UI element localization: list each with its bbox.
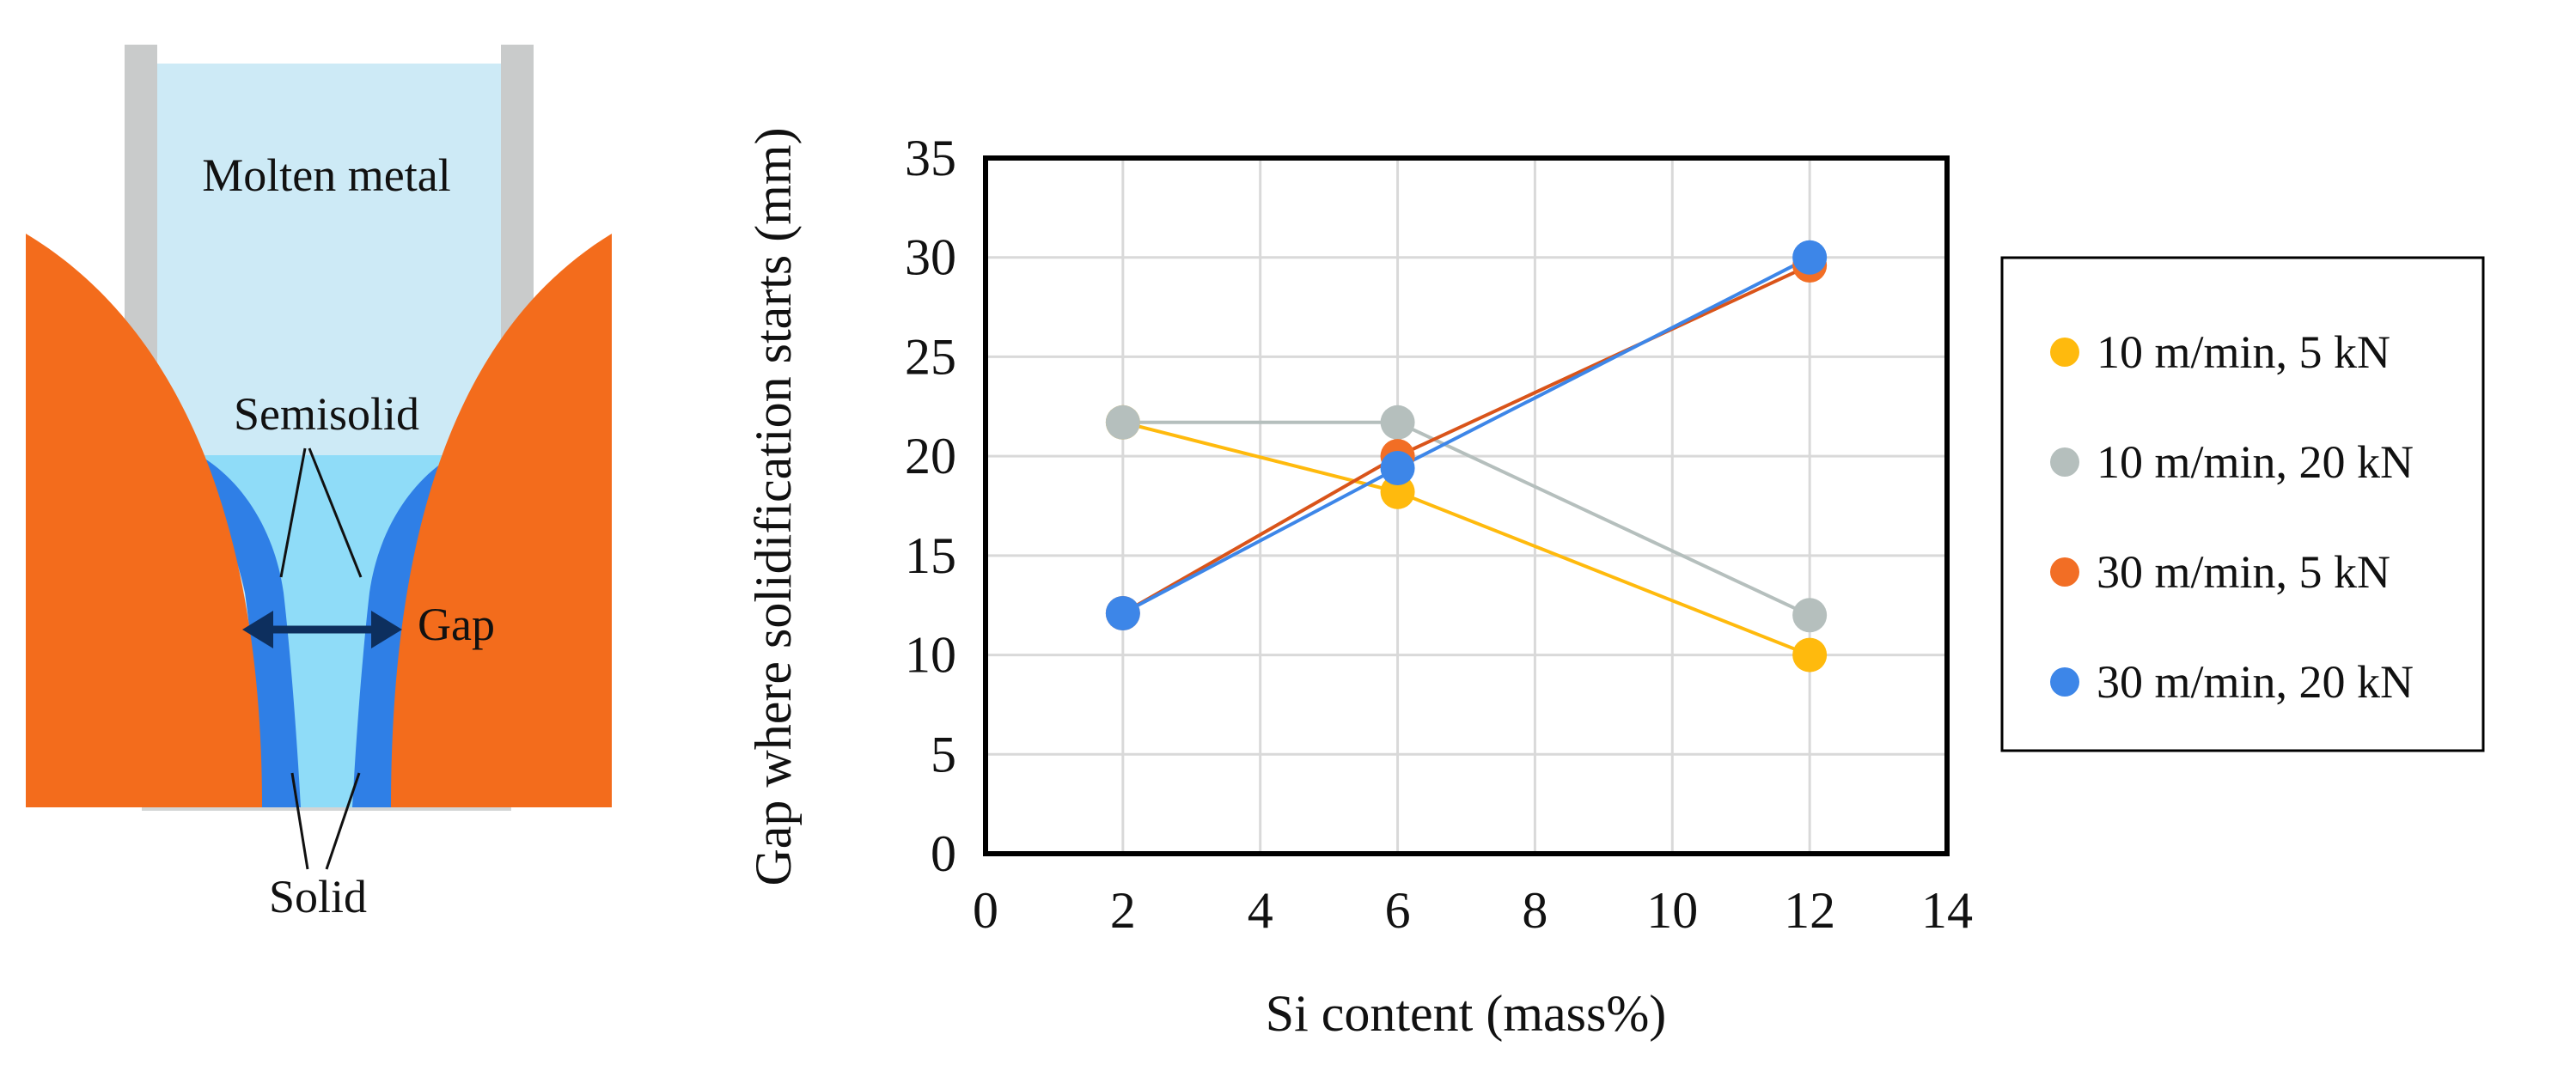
legend-label-4: 30 m/min, 20 kN [2097,656,2414,708]
legend-marker-1 [2050,338,2079,367]
gap-arrow-head-right [371,611,402,648]
series-1-point [1380,474,1415,509]
chart: 0 2 4 6 8 10 12 14 0 5 10 15 20 25 30 35 Si content (m… [745,127,2485,1042]
x-tick-label: 0 [973,882,998,939]
semisolid-pointer-right [308,447,363,578]
y-tick-label: 0 [931,825,956,882]
roll-left [26,234,262,807]
y-tick-label: 30 [905,229,956,286]
x-tick-labels: 0 2 4 6 8 10 12 14 [973,882,1973,939]
solid-pointer-left [290,772,309,870]
series-2-point [1792,598,1828,633]
x-tick-label: 4 [1248,882,1273,939]
x-tick-label: 6 [1385,882,1411,939]
series-4-point [1792,240,1828,275]
legend-label-3: 30 m/min, 5 kN [2097,546,2390,598]
solid-shell-right [352,455,468,807]
series-2-point [1105,405,1140,440]
y-tick-label: 5 [931,726,956,782]
legend-marker-4 [2050,667,2079,697]
x-axis-label: Si content (mass%) [1266,985,1667,1042]
y-tick-label: 35 [905,130,956,186]
series-line-3 [1121,264,1810,615]
y-tick-label: 10 [905,627,956,684]
x-tick-label: 10 [1646,882,1698,939]
legend-label-2: 10 m/min, 20 kN [2097,436,2414,488]
y-tick-labels: 0 5 10 15 20 25 30 35 [905,130,956,882]
series-1-point [1792,637,1828,672]
series-2-point [1380,405,1415,440]
series-4-point [1105,595,1140,630]
y-axis-label: Gap where solidification starts (mm) [745,127,802,885]
solid-shell-left [185,455,301,807]
solid-label: Solid [269,871,367,922]
y-tick-label: 15 [905,527,956,584]
plot-area-border [983,155,1950,856]
legend-marker-2 [2050,447,2079,477]
legend: 10 m/min, 5 kN 10 m/min, 20 kN 30 m/min, 5… [2050,326,2414,708]
semisolid-label: Semisolid [234,388,419,440]
x-tick-label: 12 [1784,882,1835,939]
semisolid-pointer-left [279,447,307,578]
x-tick-label: 2 [1110,882,1136,939]
legend-label-1: 10 m/min, 5 kN [2097,326,2390,378]
gap-label: Gap [418,599,495,650]
y-tick-label: 25 [905,328,956,385]
legend-box [2000,256,2485,752]
casting-diagram: Molten metal Semisolid Gap Solid [26,45,612,922]
solid-pointer-right [325,772,361,870]
series-points [1105,240,1828,672]
gap-arrow-head-left [242,611,273,648]
series-line-4 [1121,255,1811,615]
series-4-point [1380,451,1415,486]
legend-marker-3 [2050,557,2079,587]
grid [986,158,1947,854]
roll-right [391,234,612,807]
x-tick-label: 14 [1921,882,1973,939]
y-tick-label: 20 [905,428,956,484]
x-tick-label: 8 [1522,882,1547,939]
molten-metal-label: Molten metal [202,149,450,201]
